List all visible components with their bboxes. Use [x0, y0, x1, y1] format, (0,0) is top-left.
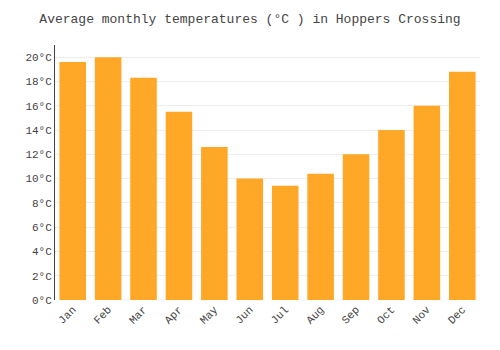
- svg-text:Feb: Feb: [92, 304, 114, 326]
- svg-text:10°C: 10°C: [25, 173, 52, 185]
- svg-text:14°C: 14°C: [25, 125, 52, 137]
- svg-text:Sep: Sep: [340, 304, 362, 326]
- svg-text:2°C: 2°C: [32, 271, 52, 283]
- svg-text:Jul: Jul: [269, 304, 291, 326]
- svg-text:4°C: 4°C: [32, 246, 52, 258]
- svg-text:May: May: [198, 304, 221, 327]
- svg-text:Average monthly temperatures (: Average monthly temperatures (°C ) in Ho…: [39, 12, 460, 27]
- svg-text:Jun: Jun: [233, 304, 255, 326]
- svg-text:Aug: Aug: [304, 304, 326, 326]
- svg-text:Jan: Jan: [56, 304, 78, 326]
- svg-text:Mar: Mar: [127, 304, 149, 326]
- svg-text:16°C: 16°C: [25, 101, 52, 113]
- svg-text:20°C: 20°C: [25, 52, 52, 64]
- svg-text:Dec: Dec: [446, 304, 468, 326]
- svg-text:8°C: 8°C: [32, 198, 52, 210]
- svg-text:12°C: 12°C: [25, 149, 52, 161]
- svg-text:18°C: 18°C: [25, 76, 52, 88]
- svg-text:6°C: 6°C: [32, 222, 52, 234]
- svg-text:Oct: Oct: [375, 304, 397, 326]
- svg-text:0°C: 0°C: [32, 295, 52, 307]
- svg-text:Nov: Nov: [410, 304, 433, 327]
- svg-text:Apr: Apr: [162, 304, 184, 326]
